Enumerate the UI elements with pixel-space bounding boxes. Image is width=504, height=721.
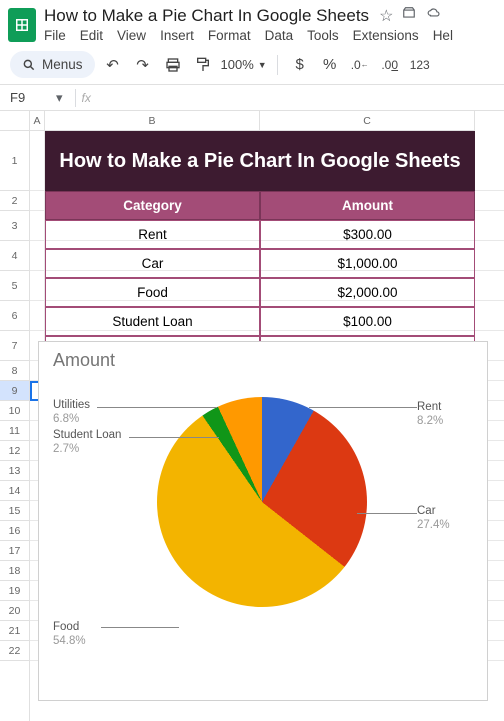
name-box-dropdown[interactable]: ▾ bbox=[50, 90, 69, 106]
menu-format[interactable]: Format bbox=[208, 28, 251, 43]
table-cell-amount[interactable]: $2,000.00 bbox=[260, 278, 475, 307]
menu-edit[interactable]: Edit bbox=[80, 28, 103, 43]
row-header[interactable]: 10 bbox=[0, 401, 29, 421]
row-header[interactable]: 2 bbox=[0, 191, 29, 211]
row-header[interactable]: 7 bbox=[0, 331, 29, 361]
decrease-decimal[interactable]: .0← bbox=[348, 53, 372, 77]
redo-icon[interactable]: ↷ bbox=[131, 53, 155, 77]
row-header[interactable]: 21 bbox=[0, 621, 29, 641]
row-header[interactable]: 5 bbox=[0, 271, 29, 301]
table-cell-category[interactable]: Car bbox=[45, 249, 260, 278]
row-header[interactable]: 20 bbox=[0, 601, 29, 621]
column-headers: ABC bbox=[30, 111, 475, 131]
percent-format[interactable]: % bbox=[318, 53, 342, 77]
more-formats[interactable]: 123 bbox=[408, 53, 432, 77]
row-header[interactable]: 14 bbox=[0, 481, 29, 501]
move-icon[interactable] bbox=[401, 6, 417, 26]
row-header[interactable]: 12 bbox=[0, 441, 29, 461]
row-header[interactable]: 13 bbox=[0, 461, 29, 481]
select-all-corner[interactable] bbox=[0, 111, 30, 131]
menu-hel[interactable]: Hel bbox=[433, 28, 453, 43]
col-header-C[interactable]: C bbox=[260, 111, 475, 131]
row-headers: 12345678910111213141516171819202122 bbox=[0, 131, 30, 721]
row-header[interactable]: 19 bbox=[0, 581, 29, 601]
row-header[interactable]: 6 bbox=[0, 301, 29, 331]
tbl-header-amount: Amount bbox=[260, 191, 475, 220]
row-header[interactable]: 16 bbox=[0, 521, 29, 541]
menu-data[interactable]: Data bbox=[265, 28, 294, 43]
table-cell-category[interactable]: Food bbox=[45, 278, 260, 307]
menus-search[interactable]: Menus bbox=[10, 51, 95, 78]
pie-label: Student Loan2.7% bbox=[53, 429, 121, 457]
pie-label: Rent8.2% bbox=[417, 401, 443, 429]
row-header[interactable]: 8 bbox=[0, 361, 29, 381]
menu-file[interactable]: File bbox=[44, 28, 66, 43]
tbl-header-category: Category bbox=[45, 191, 260, 220]
menu-extensions[interactable]: Extensions bbox=[353, 28, 419, 43]
row-header[interactable]: 15 bbox=[0, 501, 29, 521]
menu-insert[interactable]: Insert bbox=[160, 28, 194, 43]
currency-format[interactable]: $ bbox=[288, 53, 312, 77]
title-banner: How to Make a Pie Chart In Google Sheets bbox=[45, 131, 475, 191]
menubar: File Edit View Insert Format Data Tools Extensi… bbox=[44, 26, 496, 43]
sheets-logo-icon[interactable] bbox=[8, 8, 36, 42]
increase-decimal[interactable]: .00 bbox=[378, 53, 402, 77]
menu-view[interactable]: View bbox=[117, 28, 146, 43]
chart-title: Amount bbox=[39, 342, 487, 375]
row-header[interactable]: 22 bbox=[0, 641, 29, 661]
row-header[interactable]: 18 bbox=[0, 561, 29, 581]
menus-label: Menus bbox=[42, 57, 83, 72]
row-header[interactable]: 17 bbox=[0, 541, 29, 561]
table-cell-category[interactable]: Student Loan bbox=[45, 307, 260, 336]
table-cell-amount[interactable]: $1,000.00 bbox=[260, 249, 475, 278]
pie-chart bbox=[157, 397, 367, 607]
table-cell-category[interactable]: Rent bbox=[45, 220, 260, 249]
name-box[interactable]: F9 bbox=[0, 90, 50, 105]
doc-title[interactable]: How to Make a Pie Chart In Google Sheets bbox=[44, 6, 369, 26]
print-icon[interactable] bbox=[161, 53, 185, 77]
fx-icon: fx bbox=[82, 91, 91, 105]
row-header[interactable]: 9 bbox=[0, 381, 29, 401]
row-header[interactable]: 1 bbox=[0, 131, 29, 191]
undo-icon[interactable]: ↶ bbox=[101, 53, 125, 77]
pie-label: Food54.8% bbox=[53, 621, 86, 649]
col-header-A[interactable]: A bbox=[30, 111, 45, 131]
formula-bar: F9 ▾ fx bbox=[0, 85, 504, 111]
row-header[interactable]: 3 bbox=[0, 211, 29, 241]
sheet-area: How to Make a Pie Chart In Google Sheets… bbox=[30, 131, 504, 721]
pie-label: Car27.4% bbox=[417, 505, 450, 533]
col-header-B[interactable]: B bbox=[45, 111, 260, 131]
table-cell-amount[interactable]: $100.00 bbox=[260, 307, 475, 336]
menu-tools[interactable]: Tools bbox=[307, 28, 339, 43]
row-header[interactable]: 4 bbox=[0, 241, 29, 271]
cloud-icon[interactable] bbox=[425, 6, 443, 26]
table-cell-amount[interactable]: $300.00 bbox=[260, 220, 475, 249]
toolbar: Menus ↶ ↷ 100% ▼ $ % .0← .00 123 bbox=[0, 45, 504, 85]
chart-embed[interactable]: Amount Rent8.2% Car27.4% Food54.8% Student … bbox=[38, 341, 488, 701]
paint-format-icon[interactable] bbox=[191, 53, 215, 77]
star-icon[interactable]: ☆ bbox=[379, 6, 393, 26]
pie-label: Utilities6.8% bbox=[53, 399, 90, 427]
zoom-dropdown[interactable]: 100% ▼ bbox=[221, 57, 267, 72]
row-header[interactable]: 11 bbox=[0, 421, 29, 441]
